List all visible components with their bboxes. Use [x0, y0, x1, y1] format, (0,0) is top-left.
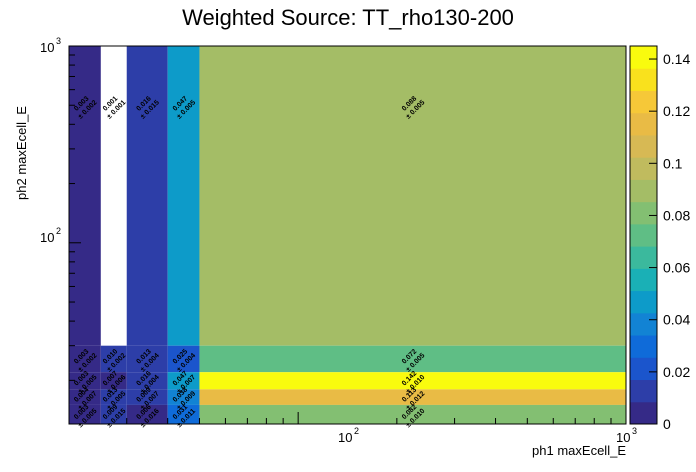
- colorbar-tick-label: 0.12: [663, 103, 690, 119]
- colorbar-tick-label: 0.08: [663, 207, 690, 223]
- heatmap-cell-11: [100, 372, 127, 390]
- heatmap-cell-13: [167, 372, 200, 390]
- plot-frame: [68, 45, 627, 425]
- colorbar: [629, 45, 658, 425]
- heatmap-cell-23: [167, 404, 200, 424]
- heatmap-cell-6: [100, 345, 127, 373]
- colorbar-tick-label: 0: [663, 416, 671, 432]
- colorbar-segment: [630, 312, 657, 336]
- heatmap-cell-12: [126, 372, 168, 390]
- chart-title: Weighted Source: TT_rho130-200: [182, 5, 514, 30]
- y-tick-label-1000: 10 3: [40, 36, 61, 55]
- x-axis-label: ph1 maxEcell_E: [532, 443, 626, 458]
- heatmap-cell-21: [100, 404, 127, 424]
- svg-text:10: 10: [338, 430, 352, 445]
- colorbar-segment: [630, 268, 657, 292]
- colorbar-tick-label: 0.02: [663, 364, 690, 380]
- colorbar-segment: [630, 90, 657, 114]
- x-tick-label-1000: 10 3: [616, 426, 637, 445]
- svg-text:3: 3: [632, 426, 637, 436]
- svg-text:10: 10: [40, 230, 54, 245]
- heatmap-cell-3: [167, 46, 200, 346]
- heatmap-cell-17: [126, 389, 168, 405]
- colorbar-segment: [630, 68, 657, 91]
- heatmap-cell-7: [126, 345, 168, 373]
- x-tick-label-100: 10 2: [338, 426, 359, 445]
- cell-labels: 0.003± 0.002 0.001± 0.001 0.016± 0.015 0.04…: [73, 95, 426, 429]
- colorbar-segment: [630, 246, 657, 269]
- svg-text:2: 2: [56, 226, 61, 236]
- heatmap-cell-19: [199, 389, 626, 405]
- svg-text:2: 2: [354, 426, 359, 436]
- heatmap-cell-15: [69, 389, 101, 405]
- colorbar-tick-label: 0.1: [663, 155, 683, 171]
- colorbar-frame: [629, 45, 658, 425]
- heatmap-cell-18: [167, 389, 200, 405]
- heatmap-cell-4: [199, 46, 626, 346]
- heatmap-cell-9: [199, 345, 626, 373]
- colorbar-segment: [630, 379, 657, 403]
- heatmap-cells: [69, 46, 626, 424]
- heatmap-cell-10: [69, 372, 101, 390]
- y-tick-label-100: 10 2: [40, 226, 61, 245]
- colorbar-segment: [630, 357, 657, 381]
- heatmap-cell-2: [126, 46, 168, 346]
- axis-ticks: [68, 45, 627, 424]
- heatmap-cell-8: [167, 345, 200, 373]
- svg-text:10: 10: [616, 430, 630, 445]
- colorbar-segment: [630, 201, 657, 225]
- heatmap-cell-16: [100, 389, 127, 405]
- colorbar-segment: [630, 335, 657, 358]
- svg-text:10: 10: [40, 40, 54, 55]
- colorbar-segment: [630, 134, 657, 158]
- colorbar-tick-label: 0.06: [663, 260, 690, 276]
- heatmap-cell-5: [69, 345, 101, 373]
- colorbar-ticks: 0 0.02 0.04 0.06 0.08 0.1 0.12 0.14: [649, 51, 690, 432]
- heatmap-cell-22: [126, 404, 168, 424]
- colorbar-segment: [630, 290, 657, 314]
- heatmap-cell-14: [199, 372, 626, 390]
- heatmap-cell-0: [69, 46, 101, 346]
- colorbar-segment: [630, 46, 657, 69]
- colorbar-tick-label: 0.04: [663, 312, 690, 328]
- y-axis-label: ph2 maxEcell_E: [14, 106, 29, 200]
- colorbar-segment: [630, 179, 657, 203]
- colorbar-segment: [630, 401, 657, 425]
- heatmap-cell-24: [199, 404, 626, 424]
- svg-text:3: 3: [56, 36, 61, 46]
- colorbar-segment: [630, 157, 657, 180]
- heatmap-cell-20: [69, 404, 101, 424]
- colorbar-segment: [630, 112, 657, 136]
- colorbar-tick-label: 0.14: [663, 51, 690, 67]
- colorbar-segment: [630, 223, 657, 247]
